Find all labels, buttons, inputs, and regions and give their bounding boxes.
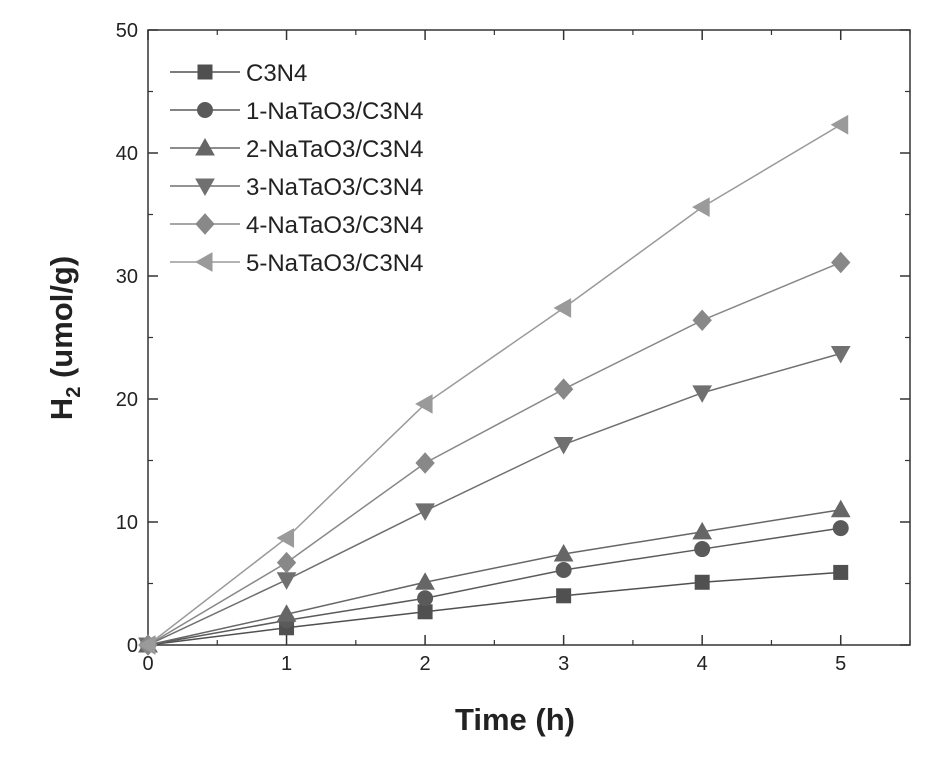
y-tick-label: 50 <box>116 20 138 42</box>
data-point <box>415 503 435 521</box>
data-point <box>415 452 435 474</box>
data-point <box>692 521 713 540</box>
y-axis-title: H2 (umol/g) <box>44 256 85 420</box>
legend-label: 5-NaTaO3/C3N4 <box>246 250 423 277</box>
data-point <box>415 572 435 590</box>
y-tick-label: 10 <box>116 512 138 534</box>
y-axis-title-subscript: 2 <box>63 387 85 398</box>
data-point <box>553 298 572 318</box>
data-point <box>555 561 572 578</box>
series-line <box>147 261 842 646</box>
series-line <box>147 571 841 646</box>
data-point <box>692 309 712 332</box>
data-point <box>553 437 574 455</box>
y-tick-label: 40 <box>116 143 138 165</box>
data-point <box>553 543 574 562</box>
data-point <box>694 541 711 558</box>
data-point <box>831 251 851 274</box>
x-axis-title: Time (h) <box>455 702 575 737</box>
x-tick-label: 2 <box>420 653 431 675</box>
legend-entry: 4-NaTaO3/C3N4 <box>170 212 423 239</box>
legend-entry: 2-NaTaO3/C3N4 <box>170 136 423 163</box>
data-point <box>276 528 295 548</box>
data-point <box>692 385 713 403</box>
legend: C3N4 1-NaTaO3/C3N4 2-NaTaO3/C3N4 3-NaTaO3/C… <box>170 60 423 277</box>
series-line <box>147 508 841 646</box>
x-tick-label: 4 <box>697 653 708 675</box>
legend-entry: 3-NaTaO3/C3N4 <box>170 174 423 201</box>
data-point <box>137 635 156 655</box>
legend-entry: C3N4 <box>170 60 307 87</box>
data-point <box>832 520 849 537</box>
legend-label: 2-NaTaO3/C3N4 <box>246 136 423 163</box>
y-axis-title-main: H <box>44 398 79 420</box>
y-tick-label: 30 <box>116 266 138 288</box>
series-4 <box>138 345 851 656</box>
legend-marker <box>195 213 215 235</box>
x-tick-label: 3 <box>558 653 569 675</box>
legend-entry: 5-NaTaO3/C3N4 <box>170 250 423 277</box>
data-point <box>830 114 849 135</box>
legend-label: C3N4 <box>246 60 307 87</box>
data-point <box>694 574 710 590</box>
legend-marker <box>195 178 215 197</box>
legend-label: 3-NaTaO3/C3N4 <box>246 174 423 201</box>
data-point <box>692 197 710 217</box>
series-3 <box>138 499 851 653</box>
data-point <box>553 378 574 400</box>
x-tick-label: 5 <box>835 653 846 675</box>
series-line <box>147 352 841 646</box>
legend-marker <box>197 102 213 118</box>
data-point <box>833 564 849 580</box>
series-line <box>147 124 842 646</box>
legend-marker <box>194 252 213 272</box>
data-point <box>276 551 297 574</box>
legend-marker <box>195 137 215 156</box>
data-point <box>276 604 297 622</box>
legend-label: 1-NaTaO3/C3N4 <box>246 98 423 125</box>
data-point <box>556 588 572 604</box>
x-tick-label: 1 <box>281 653 292 675</box>
series-line <box>147 527 841 646</box>
x-tick-label: 0 <box>142 653 153 675</box>
series-5 <box>138 251 851 656</box>
y-tick-label: 20 <box>116 389 138 411</box>
series-layer <box>137 114 851 656</box>
data-point <box>276 572 297 590</box>
series-1 <box>140 564 849 653</box>
data-point <box>415 394 433 414</box>
data-point <box>417 590 434 607</box>
legend-marker <box>197 64 213 80</box>
y-axis-title-unit: (umol/g) <box>44 256 79 387</box>
legend-label: 4-NaTaO3/C3N4 <box>246 212 423 239</box>
series-6 <box>137 114 849 655</box>
legend-entry: 1-NaTaO3/C3N4 <box>170 98 423 125</box>
data-point <box>830 345 851 364</box>
data-point <box>417 604 433 620</box>
data-point <box>830 499 851 518</box>
y-tick-label: 0 <box>127 635 138 657</box>
